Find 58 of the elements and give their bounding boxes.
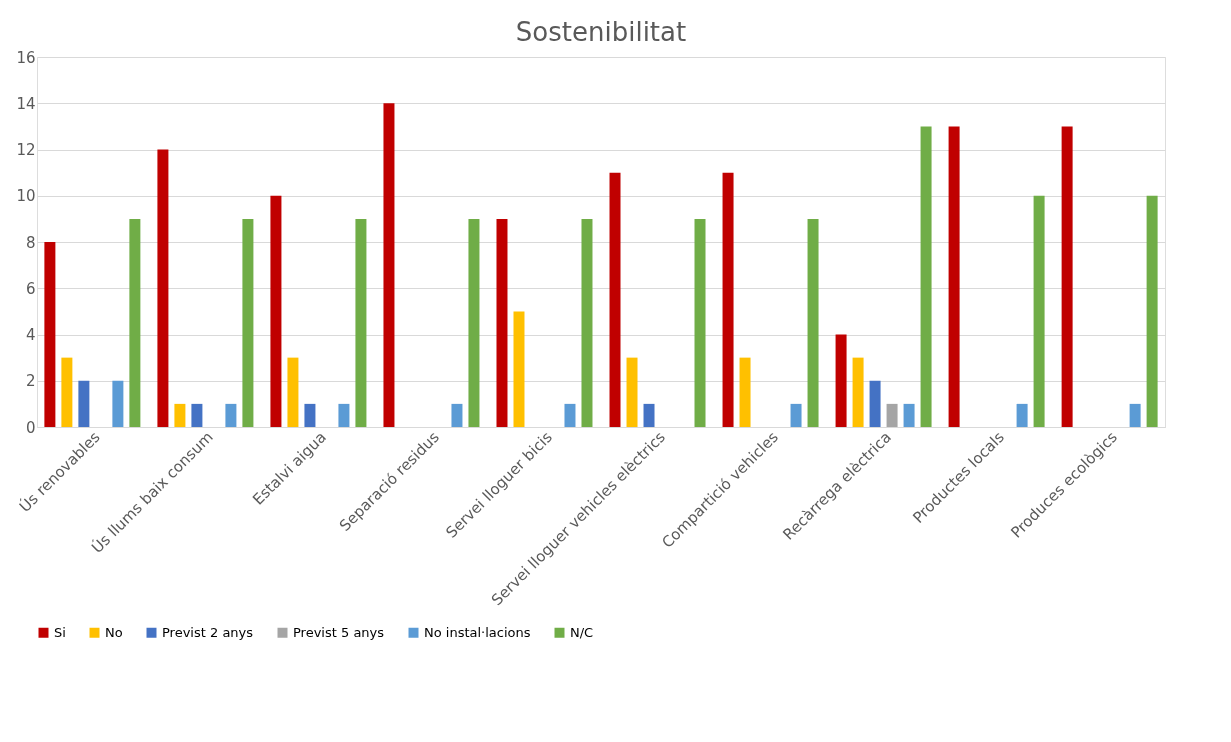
bar — [451, 403, 463, 427]
bar — [225, 403, 237, 427]
y-tick-label: 12 — [16, 141, 36, 159]
legend-label: Si — [54, 624, 66, 640]
bar — [338, 403, 350, 427]
y-tick-label: 6 — [25, 279, 36, 298]
chart-title: Sostenibilitat — [515, 17, 687, 47]
bar — [694, 218, 706, 427]
bar — [609, 172, 621, 427]
legend-label: Previst 5 anys — [293, 624, 385, 640]
bar — [157, 149, 169, 427]
legend-label: No — [105, 624, 123, 640]
bar — [920, 126, 932, 427]
bar — [112, 380, 124, 427]
bar — [355, 218, 367, 427]
bar — [886, 403, 898, 427]
bar — [790, 403, 802, 427]
bar — [496, 218, 508, 427]
bar — [722, 172, 734, 427]
bar — [869, 380, 881, 427]
bar — [242, 218, 254, 427]
bar — [191, 403, 203, 427]
bar — [270, 195, 282, 427]
y-tick-label: 10 — [16, 187, 36, 206]
bar — [581, 218, 593, 427]
bar — [852, 357, 864, 427]
bar — [1033, 195, 1045, 427]
y-tick-label: 14 — [16, 94, 36, 113]
bar — [468, 218, 480, 427]
bar — [903, 403, 915, 427]
y-tick-label: 4 — [25, 326, 36, 344]
bar — [739, 357, 751, 427]
bar — [61, 357, 73, 427]
bar — [304, 403, 316, 427]
y-tick-label: 2 — [25, 372, 36, 391]
y-tick-label: 16 — [16, 48, 36, 67]
y-tick-label: 8 — [25, 233, 36, 252]
legend-label: No instal·lacions — [424, 624, 531, 640]
bar — [287, 357, 299, 427]
legend-label: Previst 2 anys — [162, 624, 254, 640]
bar — [1129, 403, 1141, 427]
bar — [129, 218, 141, 427]
bar — [44, 242, 56, 427]
bar — [513, 311, 525, 427]
bar — [835, 334, 847, 427]
bar — [1146, 195, 1158, 427]
bar — [643, 403, 655, 427]
bar — [807, 218, 819, 427]
bar — [626, 357, 638, 427]
bar — [174, 403, 186, 427]
bar — [383, 103, 395, 427]
bar — [564, 403, 576, 427]
bar — [1061, 126, 1073, 427]
bar — [1016, 403, 1028, 427]
bar — [948, 126, 960, 427]
bar — [78, 380, 90, 427]
legend-label: N/C — [570, 624, 594, 640]
y-tick-label: 0 — [25, 418, 36, 437]
